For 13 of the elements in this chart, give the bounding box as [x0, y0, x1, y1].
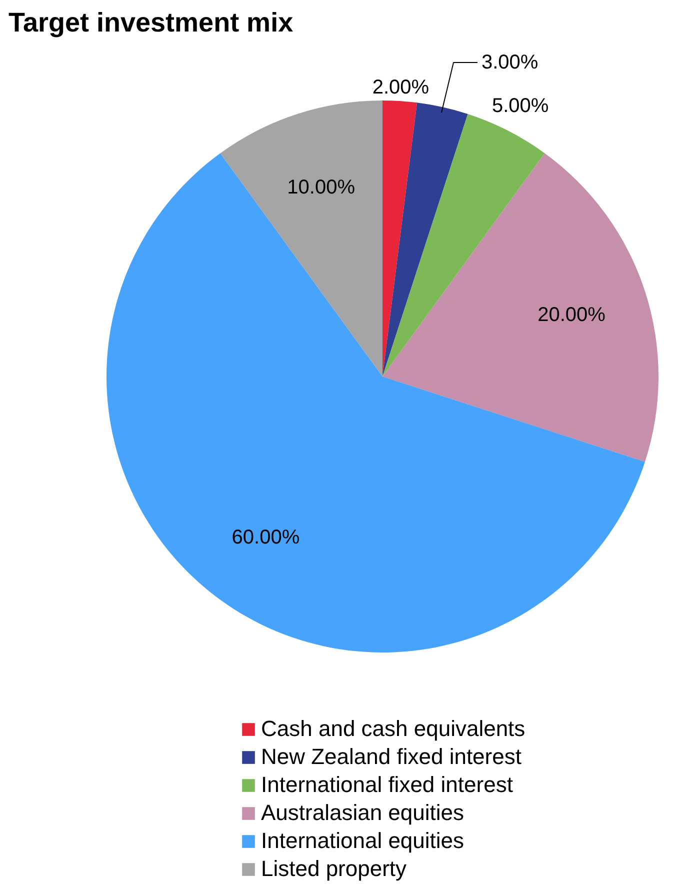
- legend-label: Cash and cash equivalents: [261, 716, 526, 742]
- legend-label: New Zealand fixed interest: [261, 744, 522, 770]
- data-label: 3.00%: [482, 52, 538, 74]
- legend-label: International equities: [261, 828, 464, 854]
- legend-label: International fixed interest: [261, 772, 513, 798]
- data-label: 60.00%: [232, 526, 300, 548]
- data-label: 2.00%: [372, 76, 430, 98]
- legend-label: Listed property: [261, 856, 407, 882]
- data-label: 5.00%: [492, 94, 549, 117]
- data-label: 10.00%: [287, 176, 356, 199]
- chart-title: Target investment mix: [8, 8, 294, 38]
- legend-label: Australasian equities: [261, 800, 464, 826]
- data-label: 20.00%: [538, 304, 606, 326]
